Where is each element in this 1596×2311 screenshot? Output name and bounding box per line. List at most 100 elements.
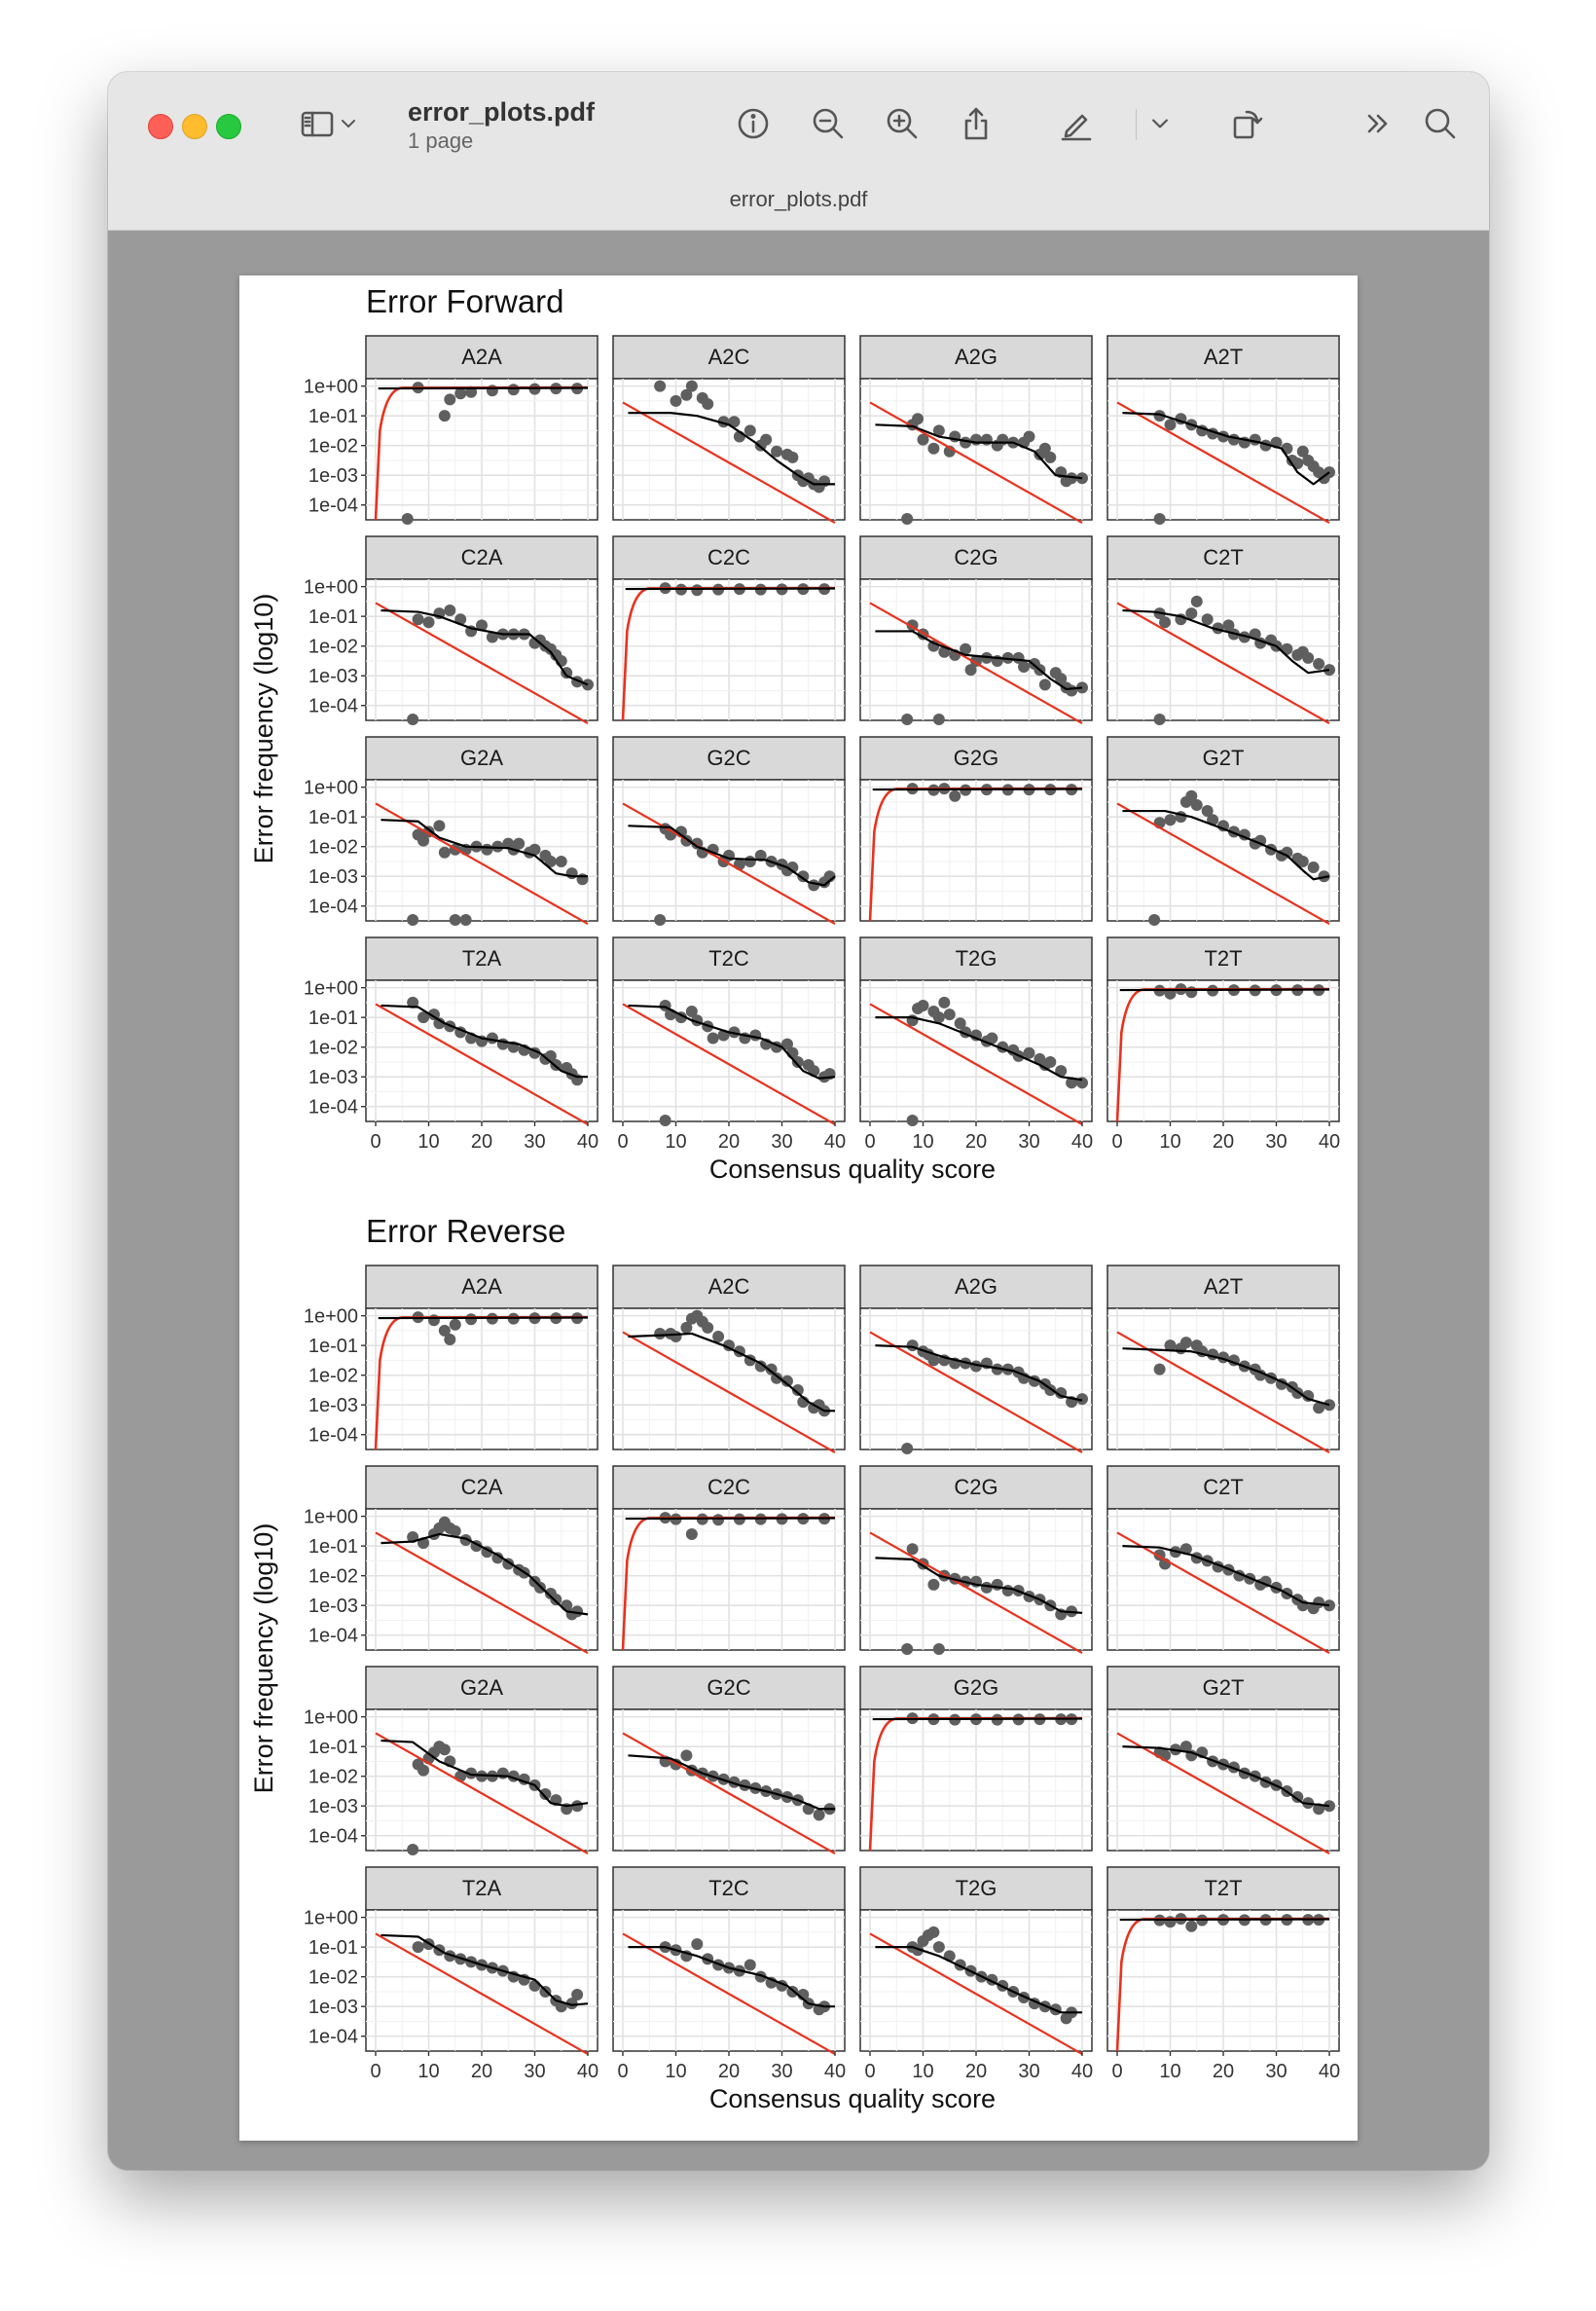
- data-point: [465, 1313, 478, 1326]
- data-point: [1038, 679, 1051, 691]
- facet-label: T2G: [956, 946, 998, 971]
- x-tick-label: 30: [524, 2061, 545, 2082]
- data-point: [565, 867, 578, 880]
- y-tick-label: 1e-01: [308, 606, 358, 628]
- data-point: [476, 619, 488, 632]
- x-tick-label: 20: [965, 2061, 987, 2082]
- data-point: [960, 642, 972, 655]
- x-tick-label: 20: [471, 2061, 492, 2082]
- x-tick-label: 10: [1159, 2061, 1180, 2082]
- x-tick-label: 40: [577, 2061, 598, 2082]
- search-icon[interactable]: [1418, 101, 1463, 146]
- facet-label: A2G: [955, 345, 998, 369]
- info-icon[interactable]: [731, 101, 776, 146]
- rotate-icon[interactable]: [1224, 101, 1269, 146]
- facet-panel: A2C: [612, 335, 846, 525]
- data-point: [449, 1318, 461, 1331]
- data-point: [712, 1514, 725, 1526]
- x-tick-label: 40: [1071, 2061, 1093, 2082]
- data-point: [917, 999, 929, 1011]
- x-tick-label: 30: [1265, 1131, 1287, 1153]
- share-icon[interactable]: [954, 101, 998, 146]
- x-tick-label: 0: [1111, 1131, 1122, 1153]
- data-point: [932, 1011, 945, 1024]
- data-point: [707, 1032, 719, 1045]
- facet-strip: [612, 335, 846, 380]
- data-point: [1164, 814, 1177, 826]
- data-point: [680, 388, 693, 401]
- facet-panel: C2C: [612, 535, 846, 721]
- x-tick-label: 20: [965, 1131, 987, 1153]
- zero-count-point: [932, 1643, 945, 1655]
- zoom-in-icon[interactable]: [880, 101, 925, 146]
- data-point: [1023, 430, 1035, 443]
- fitted-line: [625, 1517, 836, 1521]
- facet-panel: G2G: [859, 736, 1093, 922]
- data-point: [927, 442, 940, 455]
- data-point: [1179, 1337, 1192, 1349]
- fitted-line: [875, 630, 1083, 691]
- x-tick-label: 10: [665, 2061, 686, 2082]
- data-point: [491, 840, 504, 853]
- y-tick-label: 1e-03: [308, 666, 358, 687]
- data-point: [1179, 1543, 1192, 1556]
- nominal-line: [869, 602, 1083, 725]
- x-tick-label: 30: [1018, 1131, 1039, 1153]
- y-tick-label: 1e-04: [308, 495, 358, 517]
- fitted-line: [1122, 608, 1330, 675]
- nominal-line: [1116, 1531, 1330, 1655]
- document-page-count: 1 page: [408, 128, 474, 153]
- data-point: [449, 1524, 461, 1537]
- zero-count-point: [901, 1643, 914, 1655]
- facet-label: G2A: [460, 1675, 503, 1700]
- data-point: [702, 397, 714, 410]
- data-point: [906, 1543, 919, 1556]
- data-point: [702, 1321, 714, 1334]
- y-tick-label: 1e+00: [304, 1507, 358, 1528]
- facet-panel: A2G: [859, 1265, 1093, 1454]
- data-point: [1185, 986, 1198, 999]
- facet-strip: [1106, 1866, 1340, 1911]
- nominal-line: [869, 1531, 1083, 1655]
- data-point: [1153, 1363, 1166, 1376]
- nominal-line: [1116, 401, 1330, 525]
- data-point: [744, 1959, 756, 1971]
- close-window-button[interactable]: [148, 114, 173, 139]
- x-tick-label: 10: [912, 1131, 933, 1153]
- minimize-window-button[interactable]: [182, 114, 207, 139]
- data-point: [422, 616, 435, 629]
- y-tick-label: 1e-02: [308, 1366, 358, 1387]
- data-point: [565, 1998, 578, 2010]
- title-bar: error_plots.pdf 1 page error_plo: [108, 72, 1489, 231]
- chevron-down-icon[interactable]: [1143, 101, 1177, 146]
- zoom-window-button[interactable]: [216, 114, 241, 139]
- facet-label: A2G: [955, 1274, 998, 1299]
- facet-block-1: Error Reverse A2A 1e+00 1e-01 1e-02 1e-03 1e-0…: [249, 1213, 1340, 2113]
- data-point: [1201, 613, 1214, 626]
- chevron-down-icon[interactable]: [334, 101, 363, 146]
- x-tick-label: 40: [824, 2061, 846, 2082]
- x-tick-label: 0: [617, 2061, 628, 2082]
- facet-block-0: Error Forward A2A 1e+00 1e-01 1e-02 1e-03 1e-0…: [249, 283, 1340, 1184]
- sidebar-toggle-icon[interactable]: [295, 101, 340, 146]
- overflow-chevrons-icon[interactable]: [1356, 101, 1400, 146]
- zero-count-point: [901, 714, 914, 725]
- data-point: [808, 879, 820, 892]
- data-point: [544, 855, 557, 867]
- markup-pen-icon[interactable]: [1054, 101, 1099, 146]
- facet-strip: [1106, 736, 1340, 781]
- y-tick-label: 1e+00: [304, 377, 358, 398]
- facet-label: T2A: [462, 946, 502, 971]
- y-tick-label: 1e+00: [304, 978, 358, 1000]
- fitted-line: [875, 1344, 1083, 1402]
- facet-strip: [365, 535, 598, 580]
- zoom-out-icon[interactable]: [806, 101, 851, 146]
- data-point: [744, 424, 756, 437]
- data-point: [433, 820, 446, 832]
- fitted-line: [628, 1946, 835, 2008]
- y-tick-label: 1e-03: [308, 1997, 358, 2018]
- zero-count-point: [1153, 714, 1166, 725]
- y-tick-label: 1e+00: [304, 1707, 358, 1729]
- y-tick-label: 1e+00: [304, 1306, 358, 1328]
- data-point: [1159, 616, 1172, 629]
